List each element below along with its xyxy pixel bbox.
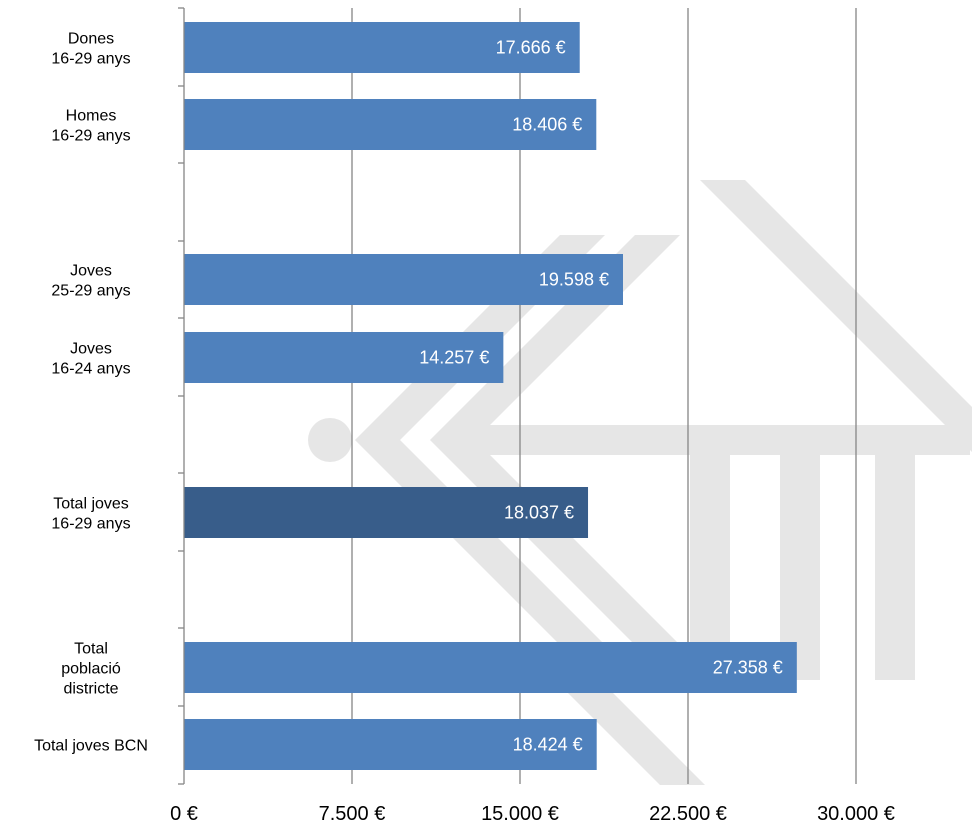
bars: 17.666 € 18.406 € 19.598 € 14.257 € 18.037 €… (184, 22, 797, 770)
category-label: Total joves BCN (34, 738, 148, 755)
x-tick-label: 15.000 € (481, 803, 559, 825)
category-label: Joves 16-24 anys (51, 341, 130, 378)
bar-value-label: 18.037 € (504, 503, 574, 523)
category-label: Joves 25-29 anys (51, 263, 130, 300)
x-tick-labels: 0 € 7.500 € 15.000 € 22.500 € 30.000 € (170, 803, 895, 825)
y-axis (178, 7, 185, 785)
bar (184, 719, 597, 770)
x-tick-label: 22.500 € (649, 803, 727, 825)
category-label: Total població districte (61, 641, 121, 698)
bar (184, 99, 597, 150)
x-tick-label: 30.000 € (817, 803, 895, 825)
bar (184, 487, 589, 538)
bar (184, 22, 580, 73)
bar (184, 254, 623, 305)
category-label: Dones 16-29 anys (51, 31, 130, 68)
x-tick-label: 7.500 € (319, 803, 386, 825)
bar-value-label: 27.358 € (713, 658, 783, 678)
bar-value-label: 18.424 € (513, 735, 583, 755)
bar-value-label: 19.598 € (539, 270, 609, 290)
category-label: Homes 16-29 anys (51, 108, 130, 145)
category-label: Total joves 16-29 anys (51, 496, 130, 533)
bar-value-label: 14.257 € (419, 348, 489, 368)
bar (184, 332, 504, 383)
bar (184, 642, 797, 693)
bar-value-label: 18.406 € (512, 115, 582, 135)
category-labels: Dones 16-29 anys Homes 16-29 anys Joves 25-29… (34, 31, 148, 755)
x-tick-label: 0 € (170, 803, 198, 825)
bar-value-label: 17.666 € (496, 38, 566, 58)
